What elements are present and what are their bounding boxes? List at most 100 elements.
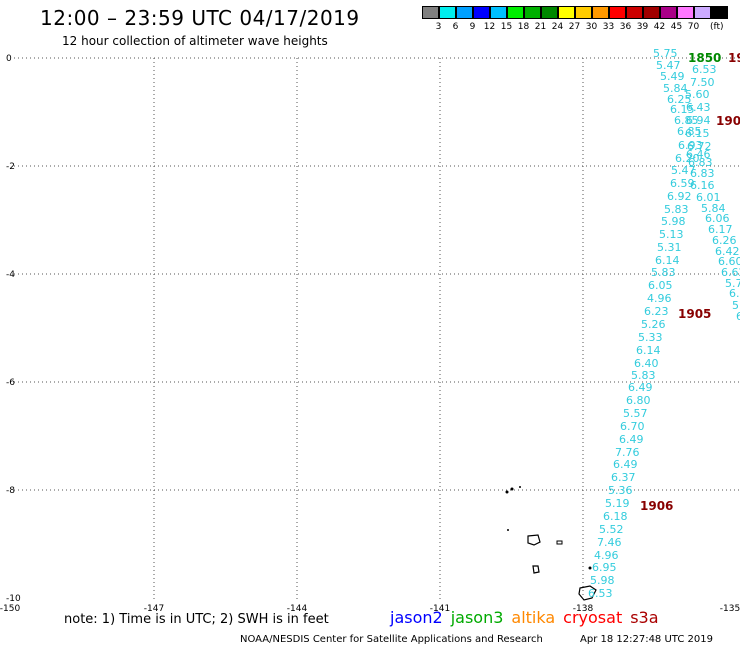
swh-value: 7.46 — [597, 536, 622, 549]
lon-tick-label: -138 — [573, 604, 594, 614]
scale-swatch — [456, 6, 473, 19]
swh-value: 6.53 — [692, 63, 717, 76]
swh-value: 5.98 — [661, 215, 686, 228]
scale-swatch — [422, 6, 439, 19]
swh-value: 6.40 — [634, 357, 659, 370]
pass-time-label: 1906 — [640, 499, 673, 513]
swh-value: 6.14 — [636, 344, 661, 357]
swh-value: 5.47 — [671, 164, 696, 177]
satellite-legend-item: altika — [511, 608, 556, 627]
swh-value: 5.36 — [608, 484, 633, 497]
swh-value: 5 — [732, 299, 739, 312]
scale-swatch — [592, 6, 609, 19]
swh-value: 6.23 — [644, 305, 669, 318]
scale-label: 45 — [670, 22, 683, 32]
lat-tick-label: -10 — [6, 594, 21, 604]
swh-value: 5.84 — [701, 202, 726, 215]
swh-value: 6.62 — [721, 266, 740, 279]
swh-value: 5.19 — [605, 497, 630, 510]
map-title: 12:00 – 23:59 UTC 04/17/2019 — [40, 6, 360, 30]
swh-value: 5.83 — [651, 266, 676, 279]
scale-label: 33 — [602, 22, 615, 32]
swh-value: 6.37 — [611, 471, 636, 484]
scale-swatch — [473, 6, 490, 19]
swh-value: 5.33 — [638, 331, 663, 344]
scale-swatch — [439, 6, 456, 19]
scale-swatch — [490, 6, 507, 19]
scale-unit: (ft) — [710, 22, 724, 32]
swh-value: 6.49 — [619, 433, 644, 446]
scale-label: 30 — [585, 22, 598, 32]
footer-note: note: 1) Time is in UTC; 2) SWH is in fe… — [64, 612, 329, 627]
swh-value: 6.80 — [626, 394, 651, 407]
swh-value: 6.94 — [686, 114, 711, 127]
track-west: 5.755.475.495.846.256.156.856.856.936.20… — [588, 47, 703, 600]
swh-value: 6. — [729, 287, 740, 300]
swh-value: 6.15 — [670, 103, 695, 116]
swh-value: 6.16 — [690, 179, 715, 192]
scale-label: 39 — [636, 22, 649, 32]
swh-value: 6.46 — [686, 148, 711, 161]
swh-value: 6.49 — [613, 458, 638, 471]
swh-value: 6.06 — [705, 212, 730, 225]
lon-tick-label: -141 — [430, 604, 450, 614]
swh-value: 6.85 — [674, 114, 699, 127]
satellite-legend: jason2 jason3 altika cryosat s3a — [390, 608, 667, 627]
scale-label: 27 — [568, 22, 581, 32]
swh-value: 5.52 — [599, 523, 624, 536]
swh-value: 6.53 — [588, 587, 613, 600]
time-labels: 1850 19 190 1905 1906 — [640, 51, 740, 513]
swh-value: 5.83 — [631, 369, 656, 382]
swh-value: 5.49 — [660, 70, 685, 83]
track-east: 6.537.505.606.436.946.156.726.466.836.83… — [685, 63, 740, 323]
scale-label: 18 — [517, 22, 530, 32]
swh-value: 6.18 — [603, 510, 628, 523]
scale-swatch — [694, 6, 711, 19]
lon-tick-label: -144 — [287, 604, 308, 614]
swh-value: 6.15 — [685, 127, 710, 140]
latitude-ticks: 0 -2 -4 -6 -8 -10 — [6, 54, 21, 604]
pass-time-label: 190 — [716, 114, 740, 128]
credit-text: NOAA/NESDIS Center for Satellite Applica… — [240, 634, 543, 645]
swh-value: 6.83 — [688, 156, 713, 169]
lat-tick-label: 0 — [6, 54, 12, 64]
swh-value: 6.85 — [677, 125, 702, 138]
swh-value: 7.50 — [690, 76, 715, 89]
swh-value: 5.98 — [590, 574, 615, 587]
graticule — [14, 57, 740, 600]
scale-label: 12 — [483, 22, 496, 32]
lat-tick-label: -8 — [6, 486, 15, 496]
swh-value: 6.17 — [708, 223, 733, 236]
lat-tick-label: -4 — [6, 270, 15, 280]
scale-label: 70 — [687, 22, 700, 32]
satellite-legend-item: jason2 — [390, 608, 443, 627]
swh-value: 6.92 — [667, 190, 692, 203]
swh-value: 6.25 — [667, 93, 692, 106]
swh-value: 6.59 — [670, 177, 695, 190]
swh-value: 6.26 — [712, 234, 737, 247]
swh-value: 6.72 — [687, 140, 712, 153]
scale-swatch — [558, 6, 575, 19]
scale-label: 36 — [619, 22, 632, 32]
scale-swatch — [677, 6, 694, 19]
scale-label: 3 — [435, 22, 442, 32]
swh-value: 5.31 — [657, 241, 682, 254]
pass-time-label: 1905 — [678, 307, 711, 321]
swh-value: 5.7 — [725, 277, 740, 290]
scale-label: 24 — [551, 22, 564, 32]
lon-tick-label: -147 — [144, 604, 164, 614]
pass-time-label: 19 — [728, 51, 740, 65]
satellite-legend-item: cryosat — [563, 608, 623, 627]
lat-tick-label: -6 — [6, 378, 15, 388]
swh-value: 5.26 — [641, 318, 666, 331]
swh-value: 6.01 — [696, 191, 721, 204]
scale-label: 6 — [452, 22, 459, 32]
scale-swatch — [541, 6, 558, 19]
swh-value: 6.49 — [628, 381, 653, 394]
scale-swatch — [660, 6, 677, 19]
pass-time-label: 1850 — [688, 51, 721, 65]
scale-swatch — [626, 6, 643, 19]
swh-value: 5.75 — [653, 47, 678, 60]
lon-tick-label: -150 — [0, 604, 20, 614]
swh-value: 6.70 — [620, 420, 645, 433]
